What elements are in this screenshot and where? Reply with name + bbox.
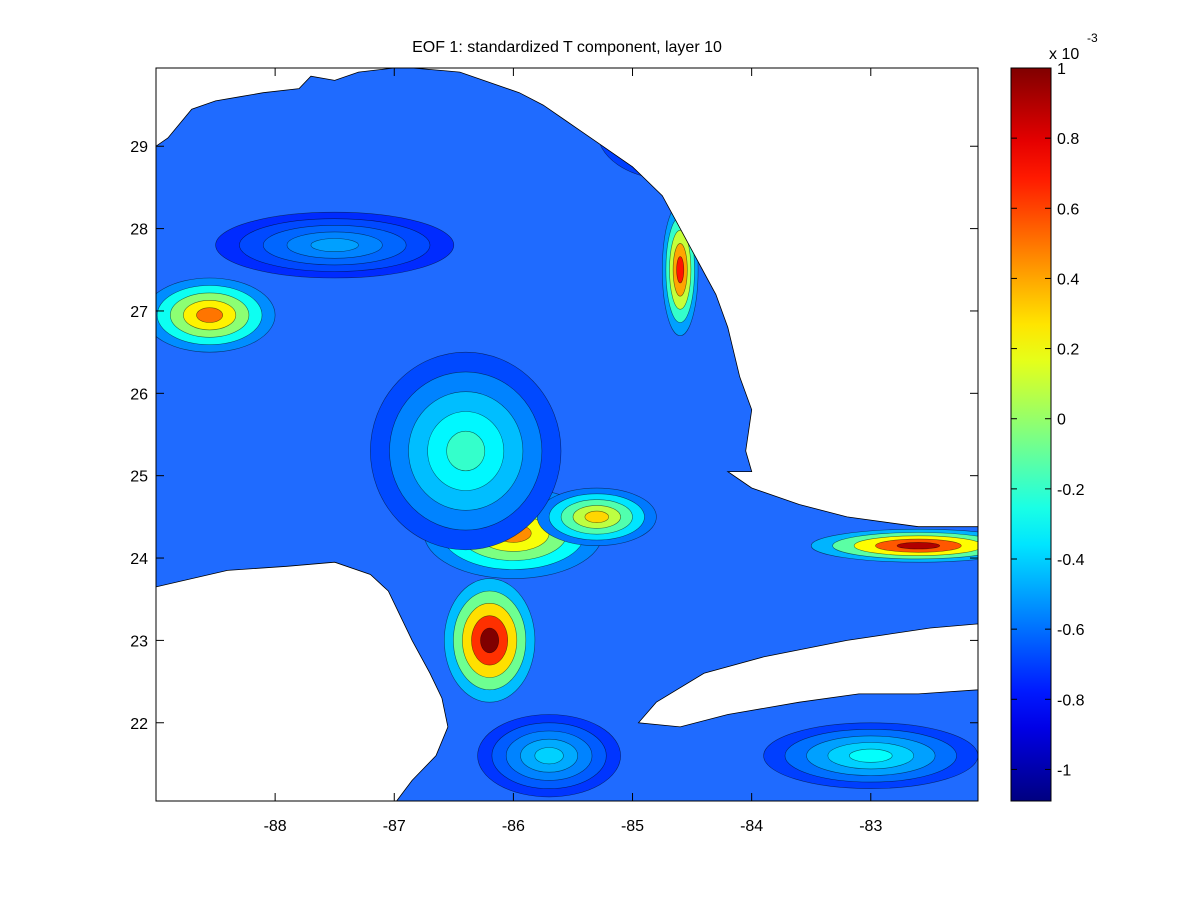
feature-contour bbox=[480, 627, 500, 654]
colorbar-tick-label: 0.4 bbox=[1057, 271, 1079, 288]
colorbar-tick-label: 0 bbox=[1057, 412, 1066, 429]
colorbar-tick-label: 0.6 bbox=[1057, 201, 1079, 218]
x-tick-label: -83 bbox=[859, 818, 882, 835]
feature-contour bbox=[196, 307, 224, 323]
y-tick-label: 29 bbox=[130, 139, 148, 156]
x-tick-label: -86 bbox=[502, 818, 525, 835]
land-cuba bbox=[637, 623, 978, 728]
map-axes-frame bbox=[155, 67, 979, 802]
colorbar-axis: -1 -0.8 -0.6 -0.4 -0.2 0 0.2 0.4 0.6 0.8 1 bbox=[1011, 61, 1085, 779]
colorbar-tick-label: -0.8 bbox=[1057, 692, 1085, 709]
feature-contour bbox=[446, 430, 486, 472]
colorbar-tick-label: -1 bbox=[1057, 762, 1071, 779]
colorbar-tick-label: -0.2 bbox=[1057, 482, 1085, 499]
x-tick-label: -88 bbox=[264, 818, 287, 835]
colorbar-tick-label: -0.6 bbox=[1057, 622, 1085, 639]
feature-contour bbox=[310, 238, 359, 252]
y-tick-label: 27 bbox=[130, 304, 148, 321]
feature-contour bbox=[676, 256, 685, 284]
colorbar-exponent: -3 bbox=[1087, 31, 1098, 45]
y-tick-label: 28 bbox=[130, 222, 148, 239]
colorbar-tick-label: -0.4 bbox=[1057, 552, 1085, 569]
land-masks bbox=[156, 68, 978, 801]
colorbar-tick-label: 1 bbox=[1057, 61, 1066, 78]
colorbar-tick-label: 0.8 bbox=[1057, 131, 1079, 148]
colorbar-exponent-label: x 10 bbox=[1049, 46, 1079, 63]
x-tick-label: -85 bbox=[621, 818, 644, 835]
x-axis: -88 -87 -86 -85 -84 -83 bbox=[264, 68, 882, 835]
y-tick-label: 26 bbox=[130, 386, 148, 403]
map-area bbox=[156, 68, 978, 801]
land-florida-peninsula bbox=[400, 68, 978, 528]
y-tick-label: 22 bbox=[130, 716, 148, 733]
chart-title: EOF 1: standardized T component, layer 1… bbox=[412, 39, 722, 56]
y-tick-label: 24 bbox=[130, 551, 148, 568]
y-tick-label: 25 bbox=[130, 469, 148, 486]
feature-contour bbox=[849, 748, 893, 763]
x-tick-label: -87 bbox=[383, 818, 406, 835]
land-mississippi-coast bbox=[156, 68, 395, 147]
colorbar bbox=[1010, 67, 1052, 802]
feature-contour bbox=[534, 747, 564, 765]
y-tick-label: 23 bbox=[130, 633, 148, 650]
feature-contour bbox=[584, 510, 609, 524]
y-axis: 22 23 24 25 26 27 28 29 bbox=[130, 139, 978, 733]
colorbar-tick-label: 0.2 bbox=[1057, 342, 1079, 359]
land-yucatan-peninsula bbox=[156, 561, 449, 801]
x-tick-label: -84 bbox=[740, 818, 763, 835]
feature-contour bbox=[896, 542, 941, 550]
